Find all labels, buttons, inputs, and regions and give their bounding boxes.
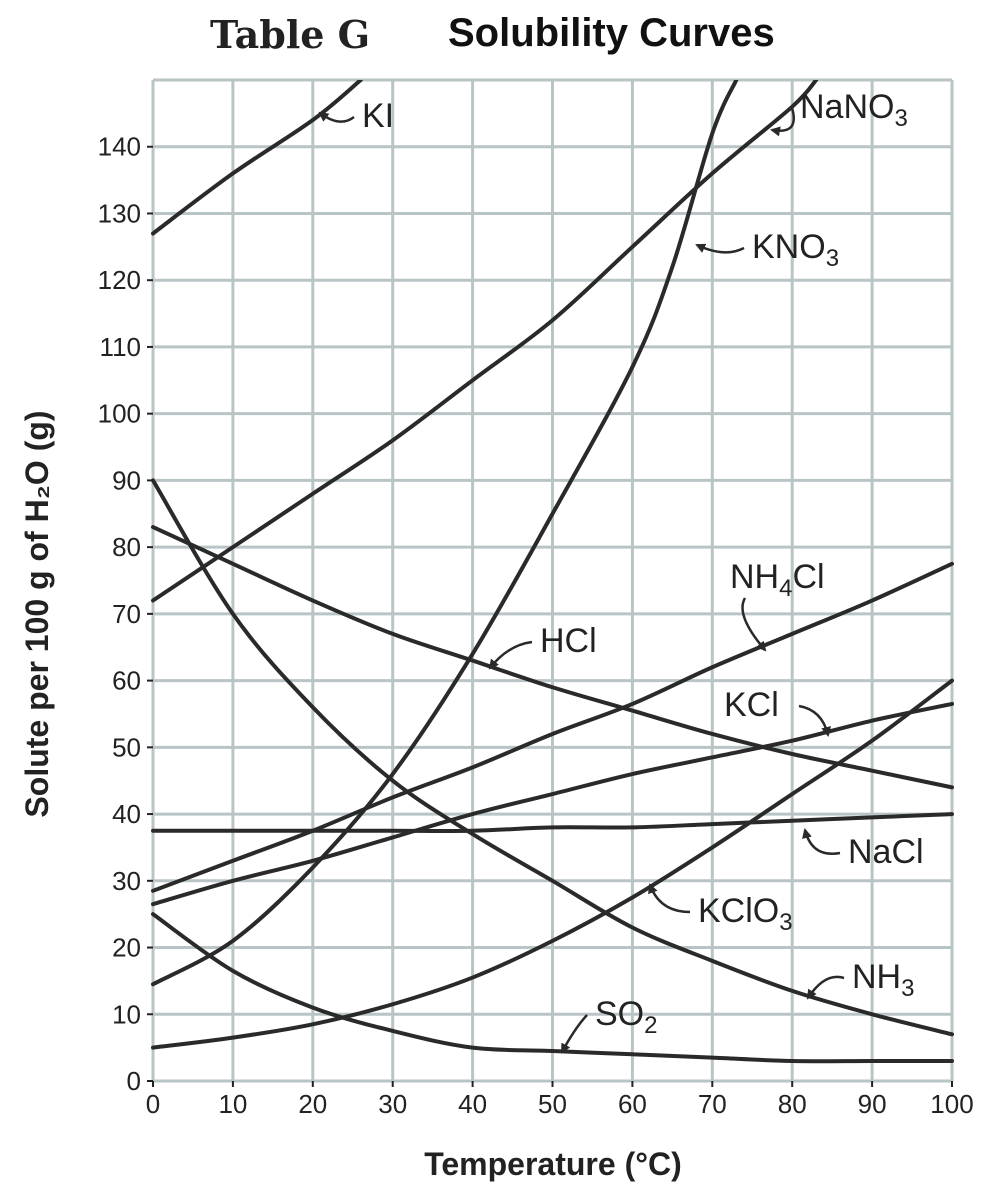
leader-arrow-nh3 xyxy=(806,975,845,1000)
series-label-nh4cl: NH4Cl xyxy=(730,558,825,602)
y-tick-label: 120 xyxy=(98,265,141,295)
grid xyxy=(151,78,954,1083)
y-tick-label: 110 xyxy=(100,332,141,362)
series-curve-ki xyxy=(151,80,363,236)
series-label-hcl: HCl xyxy=(540,622,597,660)
chart-title-prefix: Table G xyxy=(210,12,370,57)
y-tick-label: 80 xyxy=(112,532,141,562)
leader-arrow-kcl xyxy=(798,704,831,737)
x-tick-label: 30 xyxy=(378,1089,407,1119)
series-curve-kclo3 xyxy=(151,678,954,1050)
x-tick-label: 60 xyxy=(618,1089,647,1119)
series-curve-nano3 xyxy=(151,80,819,603)
x-tick-label: 100 xyxy=(930,1089,973,1119)
series-label-kno3: KNO3 xyxy=(752,228,839,272)
series-label-ki: KI xyxy=(362,97,394,135)
y-tick-label: 40 xyxy=(112,799,141,829)
x-tick-label: 90 xyxy=(858,1089,887,1119)
series-label-so2: SO2 xyxy=(595,995,657,1039)
series-curve-nacl xyxy=(151,812,954,833)
series-label-nacl: NaCl xyxy=(848,833,924,871)
series-label-kcl: KCl xyxy=(724,686,779,724)
x-tick-label: 80 xyxy=(778,1089,807,1119)
y-tick-label: 70 xyxy=(112,599,141,629)
leader-arrow-nacl xyxy=(802,828,841,855)
x-tick-label: 50 xyxy=(538,1089,567,1119)
series-curve-kcl xyxy=(151,701,954,907)
leader-arrow-nh4cl xyxy=(741,597,767,652)
leader-arrow-kclo3 xyxy=(648,883,691,914)
x-axis-ticks: 0 10 20 30 40 50 60 70 80 90 100 xyxy=(146,1081,974,1119)
y-tick-label: 0 xyxy=(127,1066,141,1096)
y-tick-label: 50 xyxy=(112,732,141,762)
series-label-nano3: NaNO3 xyxy=(800,88,908,132)
y-tick-label: 10 xyxy=(112,999,141,1029)
y-tick-label: 60 xyxy=(112,666,141,696)
y-tick-label: 90 xyxy=(112,465,141,495)
series-labels: KI NaNO3 KNO3 NH4Cl HCl KCl NaCl KClO3 NH3 SO2 xyxy=(318,88,924,1054)
x-tick-label: 70 xyxy=(698,1089,727,1119)
series-label-nh3: NH3 xyxy=(852,958,914,1002)
leader-arrow-so2 xyxy=(560,1014,588,1054)
y-tick-label: 20 xyxy=(112,933,141,963)
y-tick-label: 140 xyxy=(98,132,141,162)
series-curve-so2 xyxy=(151,912,954,1064)
chart-title: Solubility Curves xyxy=(448,11,775,55)
y-axis-ticks: 0 10 20 30 40 50 60 70 80 90 100 110 120 130 140 xyxy=(98,132,153,1096)
series-label-kclo3: KClO3 xyxy=(698,892,793,936)
y-tick-label: 100 xyxy=(98,399,141,429)
leader-arrow-hcl xyxy=(488,640,533,670)
x-tick-label: 40 xyxy=(458,1089,487,1119)
series-curve-hcl xyxy=(151,525,954,790)
leader-arrow-kno3 xyxy=(695,243,745,254)
x-tick-label: 20 xyxy=(298,1089,327,1119)
x-tick-label: 0 xyxy=(146,1089,160,1119)
x-tick-label: 10 xyxy=(218,1089,247,1119)
series-curve-kno3 xyxy=(151,80,739,987)
y-tick-label: 130 xyxy=(98,198,141,228)
leader-arrow-ki xyxy=(318,111,355,123)
leader-arrow-nano3 xyxy=(770,107,795,137)
y-axis-label: Solute per 100 g of H₂O (g) xyxy=(19,410,55,817)
x-axis-label: Temperature (°C) xyxy=(424,1146,682,1182)
series-curve-nh4cl xyxy=(151,561,954,893)
y-tick-label: 30 xyxy=(112,866,141,896)
